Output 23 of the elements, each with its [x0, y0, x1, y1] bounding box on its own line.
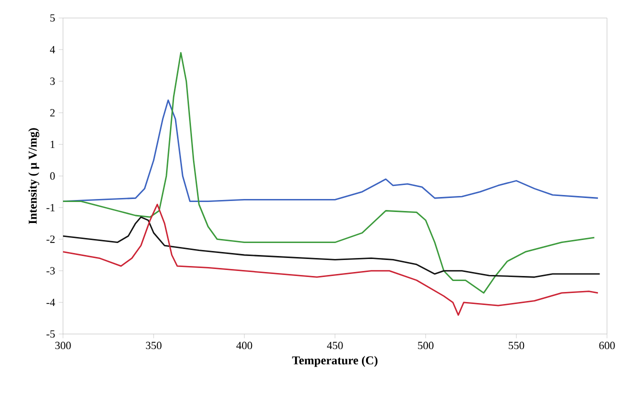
y-tick-label: -2: [46, 236, 55, 243]
y-tick-label: 3: [50, 78, 55, 85]
y-tick-label: 4: [50, 46, 56, 54]
line-series: [63, 204, 599, 316]
x-axis-title: Temperature (C): [292, 356, 378, 367]
line-series: [63, 52, 596, 294]
y-tick-label: -3: [46, 267, 55, 274]
y-tick-label: -5: [46, 330, 55, 338]
y-tick-label: 1: [50, 140, 55, 148]
line-series: [63, 216, 600, 278]
x-tick-label: 350: [146, 342, 162, 350]
x-tick-label: 500: [418, 342, 434, 350]
y-tick-label: 5: [50, 14, 55, 22]
x-tick-label: 450: [327, 342, 343, 350]
y-tick-label: -4: [46, 298, 56, 306]
x-tick-label: 550: [508, 342, 524, 350]
x-tick-label: 600: [599, 342, 615, 350]
y-tick-label: 0: [50, 172, 55, 180]
x-tick-label: 300: [55, 342, 71, 350]
y-axis-title: Intensity ( μ V/mg): [28, 128, 40, 224]
y-tick-label: 2: [50, 109, 55, 116]
x-tick-label: 400: [236, 342, 252, 350]
y-tick-label: -1: [46, 204, 55, 212]
